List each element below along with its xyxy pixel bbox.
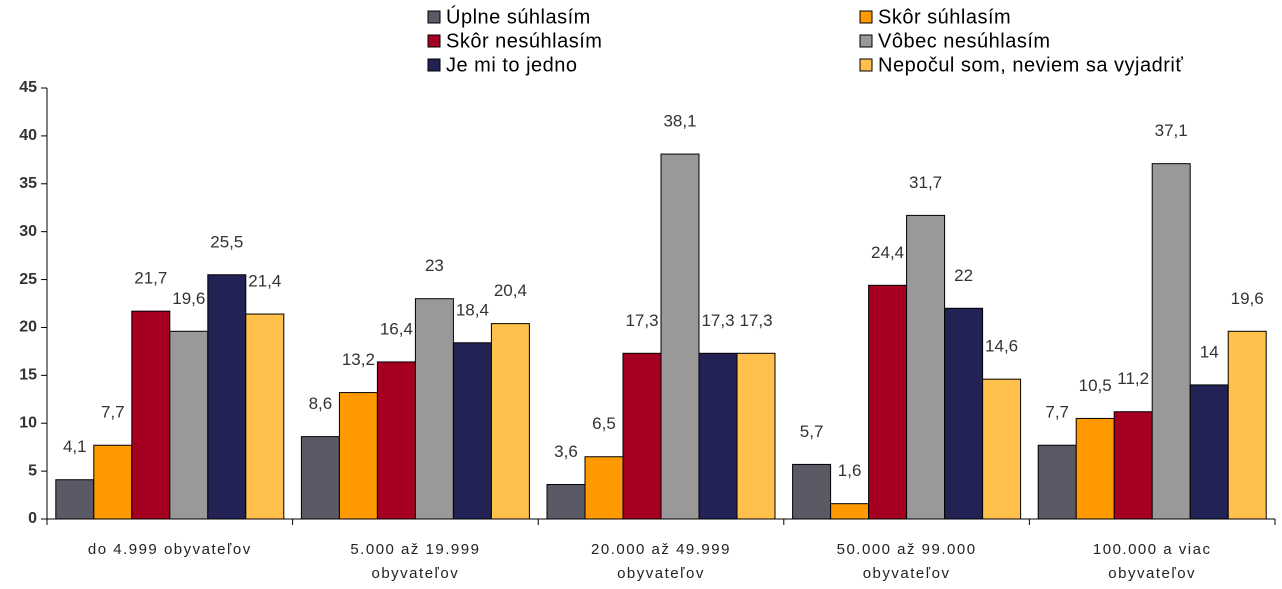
data-label: 14,6 — [985, 337, 1018, 356]
data-label: 7,7 — [1045, 403, 1069, 422]
legend-swatch — [859, 34, 873, 48]
bar — [944, 307, 984, 520]
x-tick-label: 5.000 až 19.999 obyvateľov — [350, 541, 481, 582]
y-tick-label: 45 — [19, 79, 37, 96]
data-label: 21,4 — [248, 272, 281, 291]
legend-swatch — [427, 58, 441, 72]
data-label: 10,5 — [1079, 376, 1112, 395]
y-tick-label: 15 — [19, 367, 37, 384]
bar — [584, 456, 624, 520]
bar — [300, 436, 340, 520]
bar — [1189, 384, 1229, 520]
bar — [736, 352, 776, 520]
bar — [1227, 330, 1267, 520]
bar — [490, 323, 530, 520]
legend-label: Skôr súhlasím — [878, 6, 1011, 28]
data-label: 17,3 — [701, 311, 734, 330]
data-label: 8,6 — [309, 394, 333, 413]
data-label: 19,6 — [172, 289, 205, 308]
data-label: 14 — [1200, 342, 1219, 361]
data-label: 6,5 — [592, 414, 616, 433]
y-tick-label: 30 — [19, 223, 37, 240]
data-label: 11,2 — [1117, 369, 1149, 388]
legend-label: Je mi to jedno — [446, 54, 578, 76]
data-label: 31,7 — [909, 173, 942, 192]
bar — [660, 153, 700, 520]
data-label: 7,7 — [101, 403, 125, 422]
bar — [698, 352, 738, 520]
legend-label: Vôbec nesúhlasím — [878, 30, 1051, 52]
y-tick-label: 35 — [19, 175, 37, 192]
data-label: 1,6 — [838, 461, 862, 480]
bar — [830, 503, 870, 520]
bar — [338, 392, 378, 520]
legend-label: Nepočul som, neviem sa vyjadriť — [878, 54, 1183, 76]
bar — [169, 330, 209, 520]
bar — [93, 444, 133, 520]
data-label: 20,4 — [494, 281, 527, 300]
data-label: 13,2 — [342, 350, 375, 369]
x-tick-label: 100.000 a viac obyvateľov — [1092, 541, 1212, 582]
data-label: 24,4 — [871, 243, 904, 262]
data-label: 3,6 — [554, 442, 578, 461]
legend-label: Úplne súhlasím — [446, 5, 591, 28]
y-tick-label: 20 — [19, 319, 37, 336]
data-label: 19,6 — [1231, 289, 1264, 308]
bar — [906, 214, 946, 520]
data-label: 21,7 — [134, 269, 167, 288]
y-tick-label: 5 — [28, 462, 37, 479]
y-tick-label: 40 — [19, 127, 37, 144]
bar — [868, 284, 908, 520]
bar — [546, 484, 586, 520]
data-label: 25,5 — [210, 232, 243, 251]
bar — [131, 310, 171, 520]
data-label: 4,1 — [63, 437, 87, 456]
legend-label: Skôr nesúhlasím — [446, 30, 602, 52]
y-tick-label: 10 — [19, 414, 37, 431]
data-label: 18,4 — [456, 300, 489, 319]
bar — [1113, 411, 1153, 520]
legend-swatch — [427, 34, 441, 48]
bar — [55, 479, 95, 520]
data-label: 16,4 — [380, 319, 413, 338]
data-label: 23 — [425, 256, 444, 275]
data-label: 22 — [954, 266, 973, 285]
y-tick-label: 25 — [19, 271, 37, 288]
legend-swatch — [859, 10, 873, 24]
bar — [245, 313, 285, 520]
x-tick-label: do 4.999 obyvateľov — [87, 541, 252, 558]
bar — [622, 352, 662, 520]
data-label: 38,1 — [663, 112, 696, 131]
bar — [1151, 163, 1191, 520]
bar — [1075, 417, 1115, 520]
legend-swatch — [859, 58, 873, 72]
bar — [414, 298, 454, 520]
legend-swatch — [427, 10, 441, 24]
bar — [452, 342, 492, 520]
data-label: 37,1 — [1155, 121, 1188, 140]
bar — [982, 378, 1022, 520]
bar — [1037, 444, 1077, 520]
data-label: 17,3 — [625, 311, 658, 330]
data-label: 17,3 — [739, 311, 772, 330]
bar — [207, 274, 247, 520]
data-label: 5,7 — [800, 422, 824, 441]
x-tick-label: 20.000 až 49.999 obyvateľov — [591, 541, 731, 582]
y-tick-label: 0 — [28, 510, 37, 527]
bar — [792, 463, 832, 520]
x-tick-label: 50.000 až 99.000 obyvateľov — [836, 541, 977, 582]
bar — [376, 361, 416, 520]
